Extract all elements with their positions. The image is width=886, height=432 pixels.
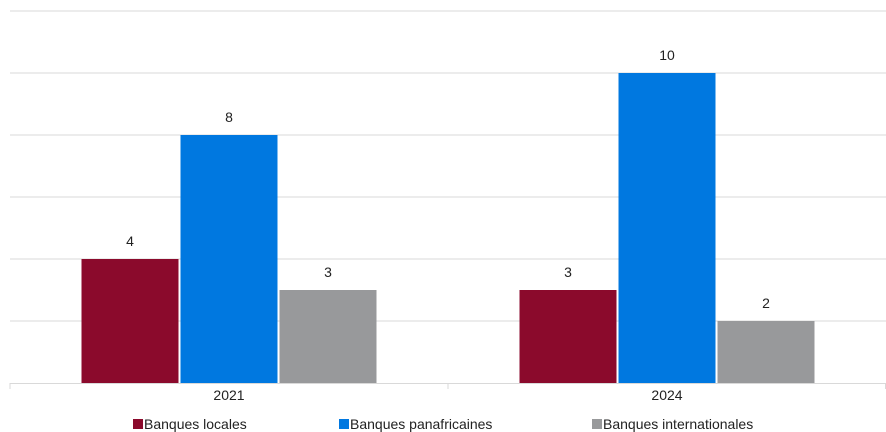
x-tick-label: 2024 [651,387,682,403]
value-label: 10 [659,47,675,63]
legend-label: Banques internationales [603,416,753,432]
bar-banques-internationales-2024 [717,321,815,383]
legend-swatch [592,419,602,429]
x-axis: 2021 2024 [9,383,886,403]
value-labels: 4 8 3 3 10 2 [126,47,770,311]
legend-label: Banques panafricaines [350,416,492,432]
bar-banques-panafricaines-2021 [180,135,278,383]
x-tick-label: 2021 [213,387,244,403]
bars [81,73,815,383]
value-label: 4 [126,233,134,249]
legend-swatch [339,419,349,429]
value-label: 8 [225,109,233,125]
bar-banques-internationales-2021 [279,290,377,383]
legend-label: Banques locales [144,416,247,432]
bar-banques-locales-2021 [81,259,179,383]
value-label: 2 [762,295,770,311]
bar-banques-locales-2024 [519,290,617,383]
legend: Banques locales Banques panafricaines Banq… [133,416,753,432]
legend-swatch [133,419,143,429]
value-label: 3 [324,264,332,280]
bar-banques-panafricaines-2024 [618,73,716,383]
value-label: 3 [564,264,572,280]
